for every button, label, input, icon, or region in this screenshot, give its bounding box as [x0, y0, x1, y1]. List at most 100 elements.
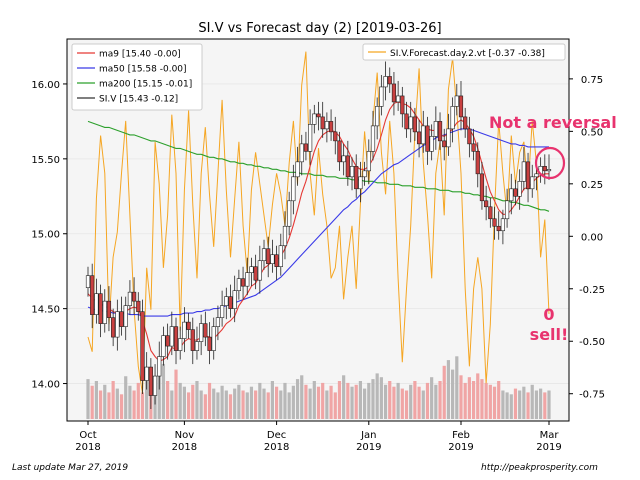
volume-bar	[220, 385, 224, 419]
candle-body	[240, 278, 246, 287]
footer-right: http://peakprosperity.com	[481, 463, 598, 473]
volume-bar	[421, 390, 425, 419]
candle-body	[396, 95, 401, 103]
volume-bar	[488, 384, 492, 419]
candle-body	[236, 278, 241, 291]
y-right-tick-label: 0.75	[581, 75, 603, 86]
volume-bar	[203, 394, 207, 419]
volume-bar	[254, 390, 258, 419]
volume-bar	[245, 392, 249, 419]
volume-bar	[174, 369, 178, 419]
candle-body	[169, 326, 174, 347]
volume-bars	[86, 356, 551, 419]
candle-body	[94, 293, 99, 315]
x-tick-year: 2019	[356, 442, 381, 453]
candle-body	[211, 326, 216, 351]
candle-body	[421, 125, 426, 145]
candle-body	[513, 188, 518, 197]
candle-body	[521, 161, 526, 182]
candle-body	[500, 218, 506, 232]
x-tick-label: Jan	[360, 430, 376, 441]
candle-body	[115, 311, 120, 338]
volume-bar	[404, 390, 409, 419]
x-tick-label: Feb	[452, 430, 470, 441]
x-tick-label: Mar	[540, 430, 560, 441]
volume-bar	[522, 386, 526, 419]
legend-label: ma9 [15.40 -0.00]	[99, 50, 181, 60]
x-tick-label: Nov	[175, 430, 195, 441]
volume-bar	[337, 381, 342, 419]
volume-bar	[388, 381, 392, 419]
candle-body	[85, 275, 91, 288]
candle-body	[337, 140, 342, 163]
candle-body	[370, 125, 376, 152]
candle-body	[203, 323, 208, 338]
legend-right-label: SI.V.Forecast.day.2.vt [-0.37 -0.38]	[390, 49, 545, 59]
candle-body	[161, 335, 166, 357]
volume-bar	[484, 382, 488, 419]
volume-bar	[539, 388, 543, 419]
volume-bar	[186, 392, 191, 419]
candle-body	[391, 83, 397, 103]
candle-body	[228, 296, 233, 309]
volume-bar	[400, 388, 404, 419]
candle-body	[458, 95, 464, 118]
price-candles	[85, 61, 552, 410]
volume-bar	[312, 381, 316, 419]
volume-bar	[534, 390, 539, 419]
volume-bar	[195, 381, 199, 419]
candle-body	[148, 366, 153, 396]
candle-body	[379, 86, 384, 107]
candle-body	[245, 272, 250, 287]
x-tick-year: 2018	[75, 442, 100, 453]
volume-bar	[182, 386, 186, 419]
candle-body	[504, 200, 510, 220]
volume-bar	[455, 356, 459, 419]
candle-body	[341, 155, 346, 163]
candle-body	[140, 311, 145, 381]
x-tick-year: 2018	[264, 442, 289, 453]
volume-bar	[434, 384, 438, 419]
volume-bar	[94, 381, 98, 419]
candle-body	[471, 143, 476, 152]
volume-bar	[321, 382, 325, 419]
candle-body	[291, 176, 296, 202]
ma200-line	[87, 120, 550, 212]
volume-bar	[451, 369, 455, 419]
volume-bar	[207, 382, 212, 419]
volume-bar	[262, 388, 266, 419]
x-axis: Oct2018Nov2018Dec2018Jan2019Feb2019Mar20…	[75, 421, 562, 453]
volume-bar	[216, 392, 220, 419]
candle-body	[354, 166, 359, 190]
volume-bar	[417, 386, 421, 419]
candle-body	[496, 225, 501, 232]
volume-bar	[128, 385, 132, 419]
volume-bar	[459, 375, 463, 419]
candle-body	[303, 143, 309, 152]
volume-bar	[446, 360, 451, 419]
candle-body	[475, 151, 480, 175]
volume-bar	[316, 386, 321, 419]
y-axis-right: -0.75 -0.50 -0.25 0.00 0.25 0.50 0.75	[569, 75, 605, 401]
annotation-not-reversal: Not a reversal	[489, 113, 617, 132]
y-right-tick-label: -0.50	[579, 337, 605, 348]
candle-body	[534, 173, 539, 178]
volume-bar	[379, 377, 383, 419]
volume-bar	[501, 390, 505, 419]
y-left-tick-label: 16.00	[31, 80, 60, 91]
candle-body	[400, 95, 405, 115]
y-axis-left: 14.00 14.50 15.00 15.50 16.00	[31, 80, 67, 391]
candle-body	[316, 113, 321, 118]
volume-bar	[291, 385, 295, 419]
volume-bar	[425, 382, 430, 419]
candle-body	[157, 356, 162, 377]
volume-bar	[505, 392, 509, 419]
candle-body	[463, 116, 468, 130]
candle-body	[425, 125, 430, 152]
candle-body	[152, 375, 158, 396]
candle-body	[257, 260, 262, 281]
volume-bar	[476, 373, 480, 419]
volume-bar	[543, 392, 547, 419]
candle-body	[375, 106, 380, 127]
candle-body	[408, 116, 413, 130]
